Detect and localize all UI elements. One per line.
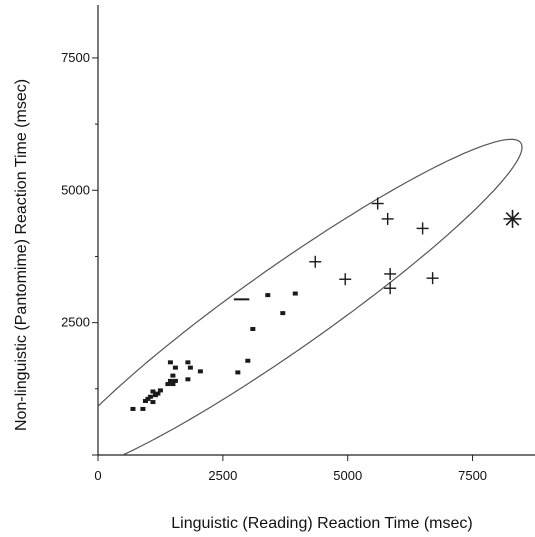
y-tick-label: 7500 — [61, 50, 90, 65]
data-point-square — [265, 293, 270, 297]
data-point-square — [130, 407, 135, 411]
data-point-square — [188, 366, 193, 370]
data-point-square — [168, 360, 173, 364]
data-point-square — [185, 360, 190, 364]
y-tick-label: 5000 — [61, 182, 90, 197]
data-point-plus — [372, 198, 384, 210]
data-point-square — [198, 369, 203, 373]
data-point-plus — [382, 213, 394, 225]
x-tick-label: 0 — [94, 468, 101, 483]
data-point-plus — [417, 222, 429, 234]
data-point-square — [245, 359, 250, 363]
data-point-square — [150, 400, 155, 404]
data-point-square — [173, 379, 178, 383]
data-point-square — [293, 292, 298, 296]
data-point-square — [280, 311, 285, 315]
data-point-square — [140, 407, 145, 411]
data-points-layer — [130, 198, 521, 411]
confidence-ellipse-layer — [54, 139, 523, 474]
data-point-plus — [309, 256, 321, 268]
data-point-plus — [384, 282, 396, 294]
tick-labels-layer: 0 2500 5000 7500 2500 5000 7500 — [61, 50, 487, 483]
x-axis-label: Linguistic (Reading) Reaction Time (msec… — [171, 515, 472, 532]
data-point-square — [235, 370, 240, 374]
data-point-square — [170, 374, 175, 378]
data-point-square — [158, 388, 163, 392]
data-point-asterisk — [504, 210, 522, 228]
data-point-plus — [427, 272, 439, 284]
confidence-ellipse — [54, 139, 523, 474]
data-point-square — [148, 395, 153, 399]
y-axis-label: Non-linguistic (Pantomime) Reaction Time… — [13, 79, 30, 431]
x-tick-label: 7500 — [458, 468, 487, 483]
data-point-plus — [384, 268, 396, 280]
x-tick-label: 2500 — [208, 468, 237, 483]
data-point-plus — [339, 273, 351, 285]
x-tick-label: 5000 — [333, 468, 362, 483]
y-tick-label: 2500 — [61, 315, 90, 330]
data-point-square — [185, 377, 190, 381]
data-point-square — [173, 366, 178, 370]
data-point-square — [150, 389, 155, 393]
data-point-square — [250, 327, 255, 331]
